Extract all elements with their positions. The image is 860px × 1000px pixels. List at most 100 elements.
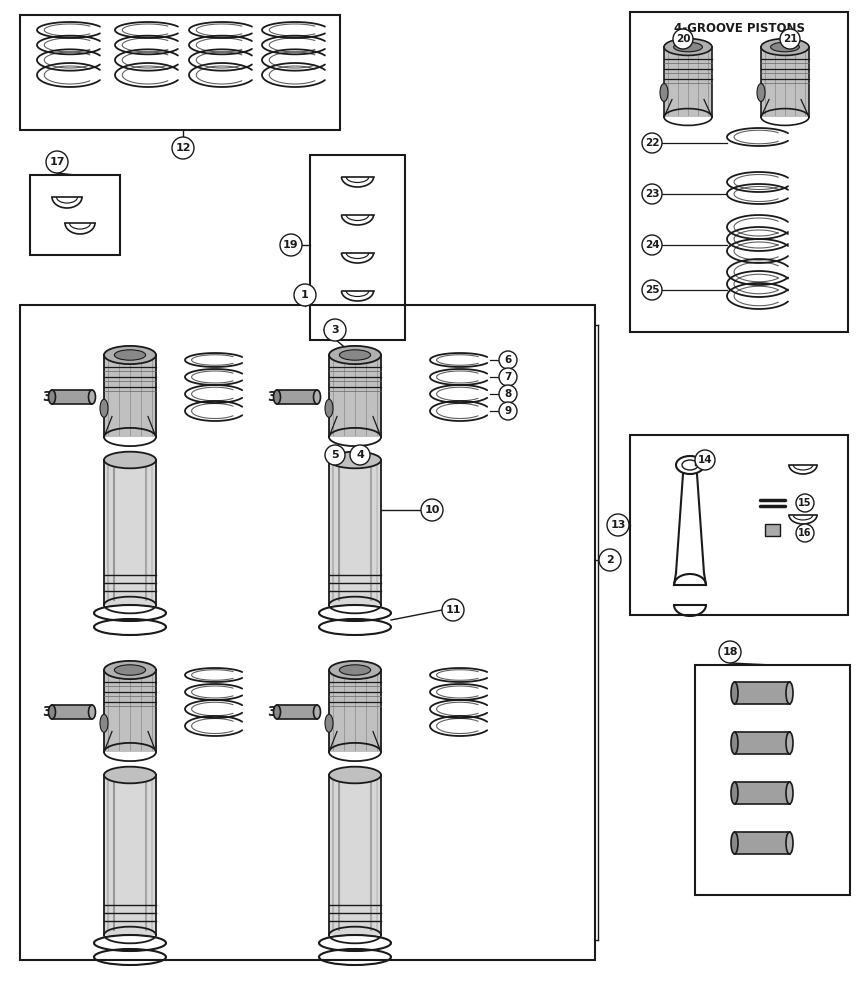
Circle shape bbox=[607, 514, 629, 536]
Text: 1: 1 bbox=[301, 290, 309, 300]
Text: 8: 8 bbox=[504, 389, 512, 399]
Text: 3: 3 bbox=[42, 390, 52, 404]
Ellipse shape bbox=[340, 350, 371, 360]
Text: 3: 3 bbox=[42, 705, 52, 719]
Text: 21: 21 bbox=[783, 34, 797, 44]
Ellipse shape bbox=[757, 84, 765, 102]
Circle shape bbox=[780, 29, 800, 49]
Circle shape bbox=[719, 641, 741, 663]
Circle shape bbox=[172, 137, 194, 159]
Bar bbox=[30, 175, 120, 255]
Circle shape bbox=[499, 368, 517, 386]
Circle shape bbox=[499, 351, 517, 369]
Text: 2: 2 bbox=[606, 555, 614, 565]
Text: 6: 6 bbox=[504, 355, 512, 365]
Circle shape bbox=[350, 445, 370, 465]
Ellipse shape bbox=[340, 665, 371, 675]
Ellipse shape bbox=[660, 84, 668, 102]
Ellipse shape bbox=[100, 714, 108, 732]
Text: 9: 9 bbox=[505, 406, 512, 416]
Ellipse shape bbox=[771, 42, 800, 52]
Text: 12: 12 bbox=[175, 143, 191, 153]
Ellipse shape bbox=[786, 782, 793, 804]
Bar bbox=[52, 390, 92, 404]
Text: 24: 24 bbox=[645, 240, 660, 250]
Bar bbox=[104, 670, 156, 752]
Bar bbox=[104, 355, 156, 437]
Bar bbox=[765, 524, 780, 536]
Ellipse shape bbox=[731, 782, 738, 804]
Ellipse shape bbox=[731, 732, 738, 754]
Text: 7: 7 bbox=[504, 372, 512, 382]
Circle shape bbox=[695, 450, 715, 470]
Bar bbox=[104, 775, 156, 935]
Text: 17: 17 bbox=[49, 157, 64, 167]
Bar bbox=[734, 832, 789, 854]
Ellipse shape bbox=[104, 452, 156, 468]
Ellipse shape bbox=[673, 42, 703, 52]
Ellipse shape bbox=[329, 767, 381, 783]
Bar bbox=[329, 355, 381, 437]
Text: 13: 13 bbox=[611, 520, 626, 530]
Circle shape bbox=[280, 234, 302, 256]
Bar bbox=[734, 782, 789, 804]
Text: 10: 10 bbox=[424, 505, 439, 515]
Ellipse shape bbox=[329, 452, 381, 468]
Ellipse shape bbox=[89, 705, 95, 719]
Ellipse shape bbox=[114, 665, 145, 675]
Bar bbox=[20, 305, 595, 960]
Bar bbox=[52, 705, 92, 719]
Ellipse shape bbox=[100, 399, 108, 417]
Circle shape bbox=[499, 402, 517, 420]
Ellipse shape bbox=[761, 39, 809, 55]
Text: 15: 15 bbox=[798, 498, 812, 508]
Bar bbox=[761, 47, 809, 117]
Ellipse shape bbox=[48, 705, 56, 719]
Text: 14: 14 bbox=[697, 455, 712, 465]
Text: 4-GROOVE PISTONS: 4-GROOVE PISTONS bbox=[673, 21, 804, 34]
Bar bbox=[734, 732, 789, 754]
Bar bbox=[329, 460, 381, 605]
Bar bbox=[630, 12, 848, 332]
Circle shape bbox=[599, 549, 621, 571]
Bar bbox=[277, 705, 317, 719]
Text: 22: 22 bbox=[645, 138, 660, 148]
Circle shape bbox=[499, 385, 517, 403]
Bar bbox=[310, 155, 405, 340]
Text: 4: 4 bbox=[356, 450, 364, 460]
Circle shape bbox=[673, 29, 693, 49]
Ellipse shape bbox=[786, 732, 793, 754]
Circle shape bbox=[294, 284, 316, 306]
Bar bbox=[20, 15, 340, 130]
Ellipse shape bbox=[786, 832, 793, 854]
Text: 5: 5 bbox=[331, 450, 339, 460]
Text: 20: 20 bbox=[676, 34, 691, 44]
Circle shape bbox=[442, 599, 464, 621]
Circle shape bbox=[325, 445, 345, 465]
Ellipse shape bbox=[104, 661, 156, 679]
Circle shape bbox=[796, 494, 814, 512]
Text: 25: 25 bbox=[645, 285, 660, 295]
Bar bbox=[104, 460, 156, 605]
Ellipse shape bbox=[325, 714, 333, 732]
Bar bbox=[664, 47, 712, 117]
Text: 23: 23 bbox=[645, 189, 660, 199]
Bar bbox=[695, 665, 850, 895]
Ellipse shape bbox=[104, 767, 156, 783]
Text: 3: 3 bbox=[267, 705, 277, 719]
Circle shape bbox=[642, 184, 662, 204]
Circle shape bbox=[46, 151, 68, 173]
Bar bbox=[630, 435, 848, 615]
Ellipse shape bbox=[329, 661, 381, 679]
Ellipse shape bbox=[325, 399, 333, 417]
Ellipse shape bbox=[273, 390, 280, 404]
Ellipse shape bbox=[731, 682, 738, 704]
Ellipse shape bbox=[664, 39, 712, 55]
Ellipse shape bbox=[104, 346, 156, 364]
Circle shape bbox=[324, 319, 346, 341]
Ellipse shape bbox=[114, 350, 145, 360]
Ellipse shape bbox=[89, 390, 95, 404]
Ellipse shape bbox=[273, 705, 280, 719]
Text: 11: 11 bbox=[445, 605, 461, 615]
Text: 3: 3 bbox=[331, 325, 339, 335]
